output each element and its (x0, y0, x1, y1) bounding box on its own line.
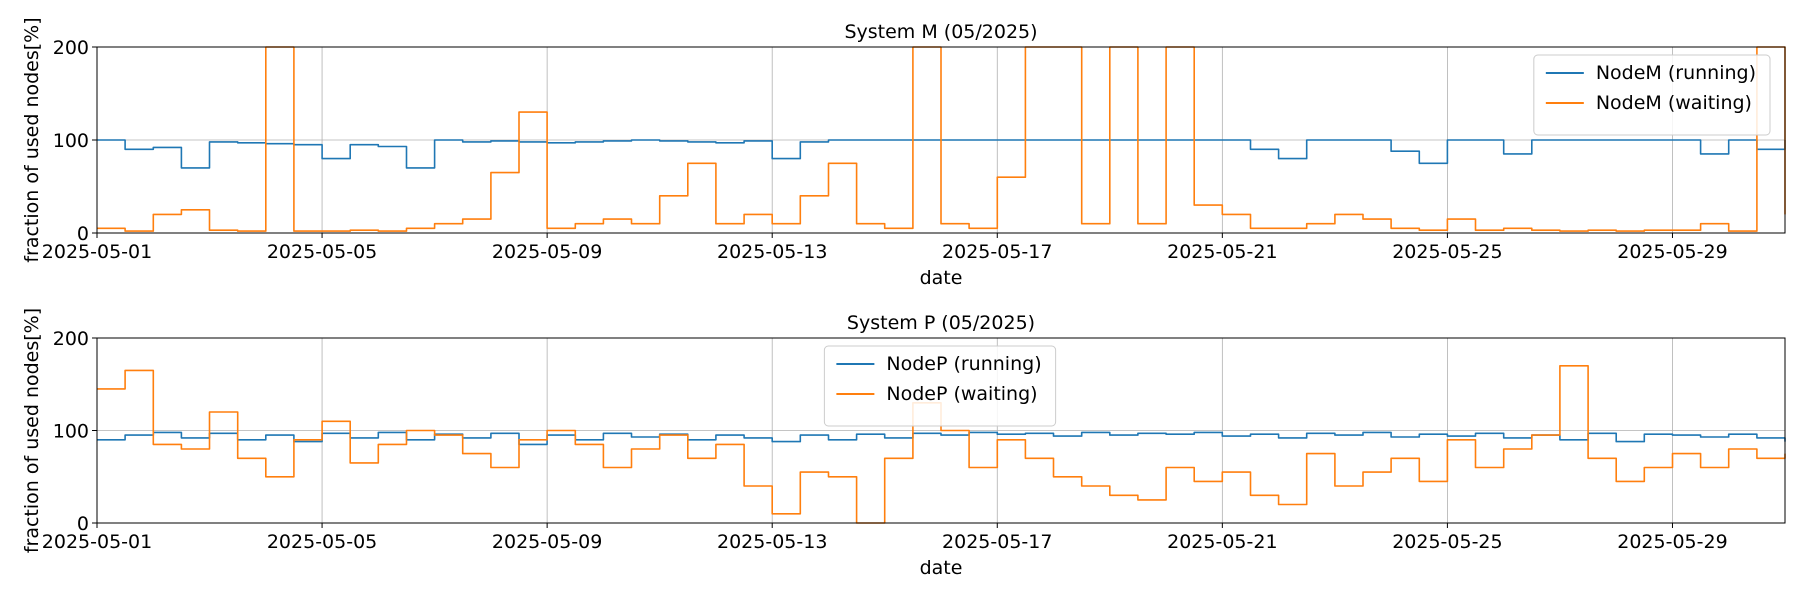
y-tick-label: 0 (77, 223, 89, 245)
x-tick-label: 2025-05-29 (1617, 241, 1727, 263)
legend: NodeM (running) NodeM (waiting) (1533, 54, 1771, 136)
series-line-running (97, 139, 1786, 169)
series-line-running (97, 431, 1786, 446)
y-tick-label: 200 (53, 328, 89, 350)
x-tick-label: 2025-05-21 (1167, 241, 1277, 263)
x-tick-label: 2025-05-05 (267, 531, 377, 553)
x-tick-label: 2025-05-17 (942, 531, 1052, 553)
x-axis-label: date (920, 267, 963, 289)
y-tick-label: 100 (53, 421, 89, 443)
x-tick-label: 2025-05-25 (1392, 241, 1502, 263)
x-tick-label: 2025-05-09 (492, 241, 602, 263)
x-tick-label: 2025-05-29 (1617, 531, 1727, 553)
y-tick-label: 100 (53, 130, 89, 152)
chart-panel-system-m: 2025-05-01 2025-05-05 2025-05-09 2025-05-13… (21, 17, 1786, 289)
x-axis-label: date (920, 557, 963, 579)
x-tick-label: 2025-05-09 (492, 531, 602, 553)
legend: NodeP (running) NodeP (waiting) (823, 345, 1057, 427)
y-tick-label: 200 (53, 37, 89, 59)
legend-entry: NodeP (waiting) (886, 383, 1037, 405)
legend-entry: NodeM (running) (1596, 62, 1756, 84)
x-tick-label: 2025-05-17 (942, 241, 1052, 263)
legend-entry: NodeM (waiting) (1596, 92, 1752, 114)
x-tick-label: 2025-05-13 (717, 531, 827, 553)
legend-entry: NodeP (running) (886, 353, 1041, 375)
x-tick-label: 2025-05-05 (267, 241, 377, 263)
legend-box (823, 345, 1057, 427)
series-line-waiting (97, 46, 1786, 232)
legend-box (1533, 54, 1771, 136)
chart-panel-system-p: 2025-05-01 2025-05-05 2025-05-09 2025-05-13… (21, 308, 1786, 579)
chart-title: System P (05/2025) (847, 312, 1035, 334)
series-line-waiting (97, 365, 1786, 524)
y-axis-label: fraction of used nodes[%] (21, 308, 43, 553)
chart-title: System M (05/2025) (844, 21, 1037, 43)
x-tick-label: 2025-05-21 (1167, 531, 1277, 553)
y-tick-label: 0 (77, 513, 89, 535)
y-axis-label: fraction of used nodes[%] (21, 17, 43, 262)
x-tick-label: 2025-05-01 (42, 531, 152, 553)
x-tick-label: 2025-05-25 (1392, 531, 1502, 553)
x-tick-label: 2025-05-13 (717, 241, 827, 263)
x-tick-label: 2025-05-01 (42, 241, 152, 263)
